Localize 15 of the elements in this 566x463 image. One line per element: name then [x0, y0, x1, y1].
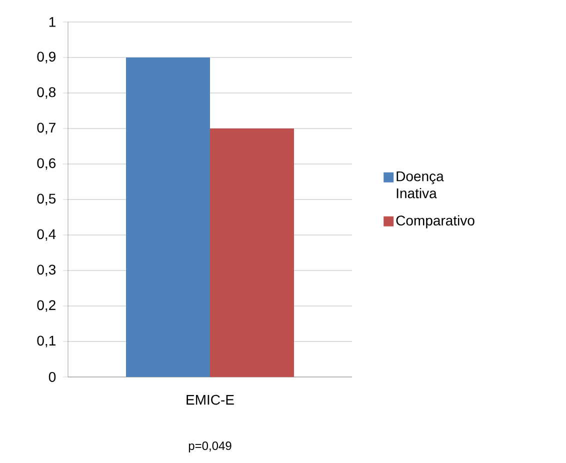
y-tick-label: 0,9 [37, 52, 56, 64]
y-tick-label: 0 [48, 372, 56, 382]
y-tick-label: 0,4 [37, 229, 56, 241]
y-tick-label: 0,7 [37, 122, 56, 134]
y-tick-label: 0,8 [37, 87, 56, 99]
y-tick-label: 0,5 [37, 194, 56, 206]
x-tick-label: EMIC-E [186, 394, 234, 405]
text: p=0,049 [188, 442, 232, 452]
y-tick-label: 0,3 [37, 264, 56, 276]
y-tick-label: 0,2 [37, 300, 56, 312]
legend-label: Comparativo [396, 215, 474, 228]
y-tick-label: 0,1 [37, 336, 56, 348]
y-tick-label: 0,6 [37, 158, 56, 170]
legend-label: Doença Inativa [396, 172, 444, 198]
y-tick-label: 1 [49, 17, 56, 27]
